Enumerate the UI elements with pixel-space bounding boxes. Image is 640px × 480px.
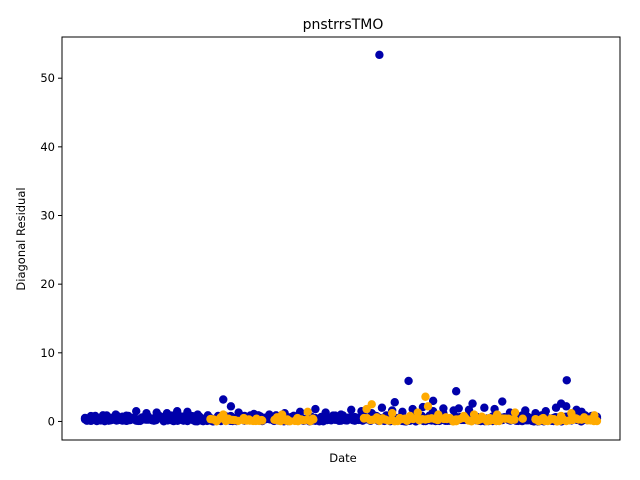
- data-point-series_a: [377, 403, 387, 412]
- data-point-series_a: [390, 398, 399, 407]
- data-point-series_a: [468, 399, 477, 408]
- data-point-series_a: [347, 405, 356, 414]
- data-point-series_a: [142, 409, 151, 418]
- y-axis-ticks: 0 10 20 30 40 50: [40, 71, 62, 428]
- axes-frame: [61, 36, 621, 441]
- data-points: [80, 50, 602, 426]
- data-point: [592, 416, 602, 426]
- data-point-series_b: [510, 408, 520, 417]
- data-point-series_a: [234, 408, 243, 417]
- data-point-series_b: [387, 409, 397, 418]
- data-point-series_a: [172, 406, 182, 416]
- y-tick-label: 40: [40, 140, 55, 154]
- y-axis-label: Diagonal Residual: [14, 187, 28, 290]
- data-point: [257, 416, 267, 425]
- y-tick-label: 50: [40, 71, 55, 85]
- data-point-series_a: [375, 50, 384, 60]
- data-point-series_a: [80, 414, 90, 423]
- data-point-series_a: [193, 410, 202, 419]
- data-point-series_a: [265, 410, 274, 419]
- data-point-series_a: [480, 403, 489, 412]
- data-point-series_a: [219, 395, 228, 404]
- y-tick-label: 30: [40, 209, 55, 223]
- data-point-series_b: [423, 402, 433, 411]
- data-point-series_a: [541, 406, 550, 416]
- data-point-series_a: [226, 402, 236, 411]
- data-point-series_a: [531, 409, 540, 418]
- y-tick-label: 0: [48, 414, 55, 428]
- data-point-series_b: [421, 392, 430, 401]
- data-point-series_a: [451, 387, 461, 396]
- data-point-series_a: [183, 407, 192, 417]
- data-point-series_a: [556, 399, 566, 408]
- data-point-series_a: [91, 411, 100, 421]
- data-point-series_a: [562, 376, 571, 385]
- data-point-series_a: [439, 404, 448, 413]
- data-point-series_a: [121, 412, 131, 421]
- data-point-series_b: [303, 407, 312, 417]
- data-point: [510, 415, 519, 424]
- data-point: [309, 415, 318, 424]
- data-point-series_a: [428, 396, 438, 406]
- data-point-series_a: [111, 410, 120, 419]
- data-point-series_a: [98, 411, 108, 420]
- data-point-series_a: [132, 406, 141, 416]
- x-axis-label: Date: [329, 451, 357, 465]
- data-point-series_b: [367, 400, 376, 409]
- data-point-series_a: [498, 397, 507, 406]
- data-point-series_a: [162, 409, 172, 418]
- y-tick-label: 20: [40, 277, 55, 291]
- data-point-series_a: [152, 408, 161, 417]
- y-tick-label: 10: [40, 346, 55, 360]
- data-point-series_a: [321, 408, 330, 417]
- data-point-series_a: [311, 404, 320, 414]
- data-point-series_a: [404, 376, 413, 386]
- chart-title: pnstrrsTMO: [303, 17, 384, 33]
- data-point-series_b: [518, 414, 527, 423]
- data-point-series_a: [336, 410, 346, 419]
- data-point-series_a: [521, 406, 530, 415]
- data-point-series_a: [454, 404, 463, 413]
